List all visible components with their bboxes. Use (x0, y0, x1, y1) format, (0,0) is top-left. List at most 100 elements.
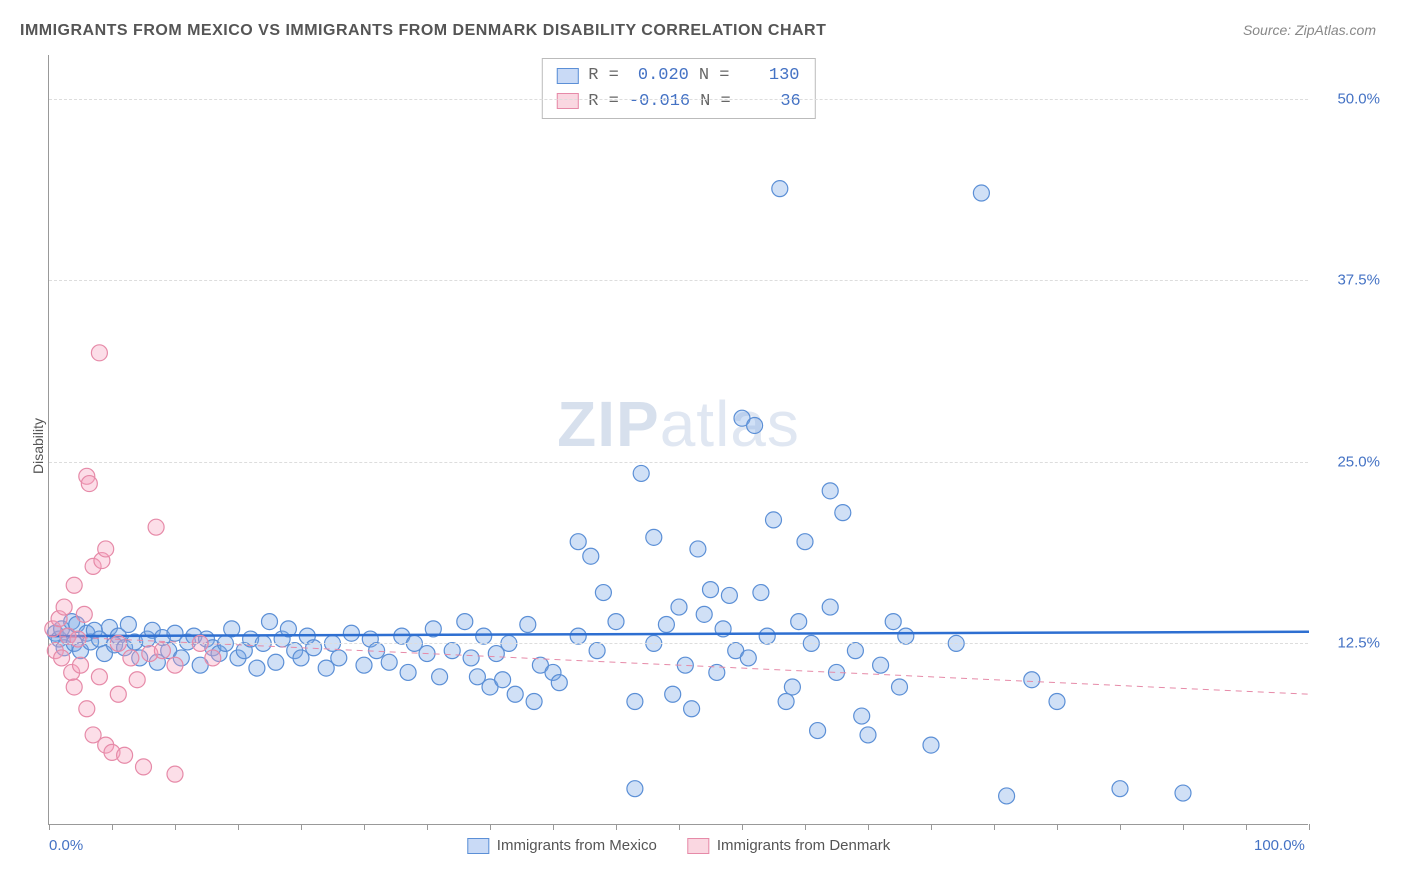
data-point (854, 708, 870, 724)
data-point (822, 599, 838, 615)
data-point (608, 614, 624, 630)
data-point (356, 657, 372, 673)
data-point (56, 599, 72, 615)
data-point (973, 185, 989, 201)
xtick-mark (679, 824, 680, 830)
data-point (759, 628, 775, 644)
data-point (766, 512, 782, 528)
data-point (772, 181, 788, 197)
data-point (343, 625, 359, 641)
data-point (91, 669, 107, 685)
xtick-mark (301, 824, 302, 830)
r-label: R = (588, 63, 619, 89)
data-point (753, 585, 769, 601)
legend-item-denmark: Immigrants from Denmark (687, 837, 890, 854)
xtick-mark (616, 824, 617, 830)
data-point (627, 694, 643, 710)
data-point (721, 587, 737, 603)
data-point (1049, 694, 1065, 710)
data-point (98, 541, 114, 557)
data-point (822, 483, 838, 499)
data-point (703, 582, 719, 598)
legend-item-mexico: Immigrants from Mexico (467, 837, 657, 854)
data-point (646, 529, 662, 545)
data-point (205, 650, 221, 666)
data-point (526, 694, 542, 710)
plot-svg (49, 55, 1308, 824)
gridline-h (49, 99, 1308, 100)
ytick-label: 37.5% (1315, 272, 1380, 289)
data-point (81, 476, 97, 492)
data-point (923, 737, 939, 753)
swatch-blue (556, 68, 578, 84)
swatch-blue (467, 838, 489, 854)
data-point (1175, 785, 1191, 801)
xtick-mark (490, 824, 491, 830)
data-point (740, 650, 756, 666)
data-point (167, 766, 183, 782)
data-point (791, 614, 807, 630)
legend-bottom: Immigrants from Mexico Immigrants from D… (467, 837, 890, 854)
xtick-mark (742, 824, 743, 830)
data-point (70, 631, 86, 647)
data-point (1024, 672, 1040, 688)
data-point (463, 650, 479, 666)
data-point (249, 660, 265, 676)
n-label: N = (699, 63, 730, 89)
data-point (73, 657, 89, 673)
xtick-mark (112, 824, 113, 830)
xtick-mark (931, 824, 932, 830)
data-point (262, 614, 278, 630)
n-value-denmark: 36 (741, 89, 801, 115)
gridline-h (49, 643, 1308, 644)
data-point (570, 534, 586, 550)
data-point (123, 650, 139, 666)
xtick-mark (1183, 824, 1184, 830)
data-point (658, 617, 674, 633)
xtick-mark (994, 824, 995, 830)
data-point (696, 606, 712, 622)
plot-area: ZIPatlas R = 0.020 N = 130 R = -0.016 N … (48, 55, 1308, 825)
gridline-h (49, 280, 1308, 281)
data-point (495, 672, 511, 688)
gridline-h (49, 462, 1308, 463)
data-point (633, 465, 649, 481)
data-point (331, 650, 347, 666)
swatch-pink (556, 93, 578, 109)
legend-label-mexico: Immigrants from Mexico (497, 837, 657, 854)
r-value-mexico: 0.020 (629, 63, 689, 89)
ytick-label: 25.0% (1315, 453, 1380, 470)
data-point (684, 701, 700, 717)
data-point (306, 640, 322, 656)
data-point (898, 628, 914, 644)
data-point (66, 679, 82, 695)
source-attribution: Source: ZipAtlas.com (1243, 22, 1376, 38)
data-point (835, 505, 851, 521)
data-point (54, 650, 70, 666)
data-point (999, 788, 1015, 804)
data-point (570, 628, 586, 644)
data-point (885, 614, 901, 630)
data-point (476, 628, 492, 644)
stats-legend-box: R = 0.020 N = 130 R = -0.016 N = 36 (541, 58, 815, 119)
data-point (589, 643, 605, 659)
data-point (120, 617, 136, 633)
data-point (381, 654, 397, 670)
data-point (136, 759, 152, 775)
xtick-mark (364, 824, 365, 830)
ytick-label: 50.0% (1315, 90, 1380, 107)
xtick-mark (1309, 824, 1310, 830)
data-point (117, 747, 133, 763)
xtick-mark (805, 824, 806, 830)
data-point (847, 643, 863, 659)
xtick-label: 0.0% (49, 837, 83, 854)
stats-row-denmark: R = -0.016 N = 36 (556, 89, 800, 115)
xtick-mark (1246, 824, 1247, 830)
data-point (520, 617, 536, 633)
data-point (79, 701, 95, 717)
data-point (873, 657, 889, 673)
data-point (154, 643, 170, 659)
xtick-label: 100.0% (1254, 837, 1305, 854)
xtick-mark (175, 824, 176, 830)
xtick-mark (1120, 824, 1121, 830)
